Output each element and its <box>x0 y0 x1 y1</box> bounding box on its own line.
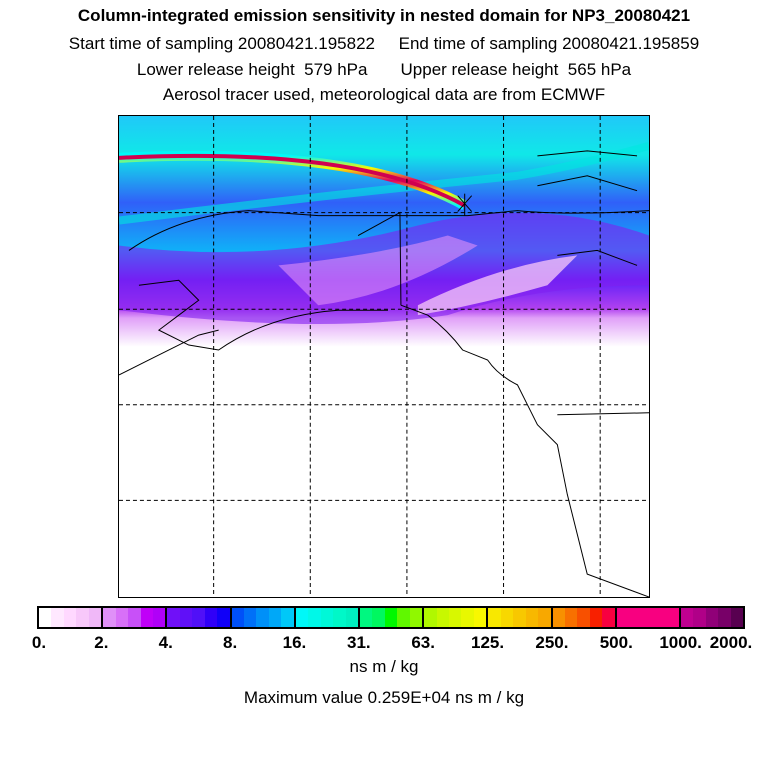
colorbar-cell <box>552 608 565 627</box>
light-band-east <box>417 255 578 316</box>
colorbar-segment <box>165 608 230 627</box>
colorbar-tick-label: 125. <box>470 633 505 652</box>
colorbar-segment <box>550 608 615 627</box>
colorbar-cell <box>88 608 102 627</box>
colorbar-tick-label: 4. <box>158 633 173 652</box>
colorbar-tick-label: 500. <box>599 633 633 652</box>
graticule <box>119 116 649 597</box>
colorbar-cell <box>680 608 694 627</box>
colorbar-segment <box>357 608 423 627</box>
plot-title: Column-integrated emission sensitivity i… <box>77 6 691 25</box>
sampling-time-line: Start time of sampling 20080421.195822 E… <box>68 34 700 53</box>
colorbar-cell <box>525 608 539 627</box>
colorbar-cell <box>718 608 731 627</box>
colorbar-tick-label: 1000. <box>659 633 702 652</box>
colorbar-tick-label: 8. <box>222 633 238 652</box>
maximum-value-label: Maximum value 0.259E+04 ns m / kg <box>243 688 525 707</box>
colorbar-segment <box>614 608 679 627</box>
colorbar-segment <box>678 608 744 627</box>
colorbar-cell <box>705 608 719 627</box>
colorbar-cell <box>51 608 64 627</box>
colorbar-cell <box>204 608 218 627</box>
colorbar-cell <box>179 608 193 627</box>
colorbar-cell <box>345 608 358 627</box>
colorbar-tick-label: 0. <box>31 633 47 652</box>
colorbar-cell <box>167 608 180 627</box>
colorbar-cell <box>577 608 590 627</box>
colorbar-cell <box>461 608 474 627</box>
colorbar-cell <box>602 608 615 627</box>
colorbar-segment <box>486 608 551 627</box>
colorbar-tick-label: 31. <box>346 633 371 652</box>
colorbar-cell <box>564 608 578 627</box>
colorbar-cell <box>152 608 166 627</box>
colorbar-cell <box>76 608 89 627</box>
colorbar-segment <box>422 608 487 627</box>
colorbar-cell <box>488 608 501 627</box>
colorbar <box>37 606 745 629</box>
colorbar-cell <box>436 608 449 627</box>
colorbar-tick-label: 250. <box>535 633 569 652</box>
colorbar-cell <box>513 608 526 627</box>
colorbar-unit: ns m / kg <box>349 657 419 676</box>
plume-core <box>119 153 466 208</box>
colorbar-cell <box>424 608 437 627</box>
colorbar-cell <box>295 608 309 627</box>
colorbar-tick-label: 16. <box>282 633 307 652</box>
colorbar-cell <box>641 608 654 627</box>
cyan-swirl <box>119 142 649 225</box>
colorbar-cell <box>140 608 153 627</box>
colorbar-cell <box>730 608 744 627</box>
colorbar-cell <box>409 608 423 627</box>
light-band <box>278 235 478 306</box>
colorbar-cell <box>281 608 294 627</box>
emission-sensitivity-map <box>118 115 650 598</box>
colorbar-cell <box>231 608 244 627</box>
colorbar-cell <box>397 608 410 627</box>
colorbar-segment <box>229 608 294 627</box>
colorbar-cell <box>473 608 487 627</box>
colorbar-cell <box>128 608 141 627</box>
colorbar-cell <box>333 608 346 627</box>
tracer-info-line: Aerosol tracer used, meteorological data… <box>162 85 606 104</box>
colorbar-tick-label: 2000. <box>709 633 753 652</box>
colorbar-cell <box>256 608 269 627</box>
colorbar-cell <box>589 608 603 627</box>
colorbar-cell <box>244 608 257 627</box>
colorbar-cell <box>372 608 385 627</box>
release-height-line: Lower release height 579 hPa Upper relea… <box>136 60 632 79</box>
release-point-marker <box>457 193 473 216</box>
colorbar-cell <box>39 608 52 627</box>
colorbar-cell <box>63 608 77 627</box>
colorbar-cell <box>666 608 679 627</box>
colorbar-cell <box>654 608 667 627</box>
colorbar-segment <box>293 608 358 627</box>
colorbar-cell <box>384 608 398 627</box>
colorbar-segment <box>39 608 102 627</box>
colorbar-cell <box>500 608 514 627</box>
colorbar-cell <box>217 608 230 627</box>
colorbar-cell <box>629 608 642 627</box>
sensitivity-field <box>119 116 649 597</box>
colorbar-tick-label: 2. <box>94 633 109 652</box>
colorbar-cell <box>693 608 706 627</box>
colorbar-cell <box>115 608 129 627</box>
colorbar-cell <box>449 608 462 627</box>
colorbar-cell <box>103 608 116 627</box>
coastlines <box>119 150 649 597</box>
colorbar-cell <box>320 608 334 627</box>
colorbar-tick-label: 63. <box>411 633 435 652</box>
colorbar-cell <box>616 608 630 627</box>
colorbar-cell <box>308 608 321 627</box>
colorbar-cell <box>192 608 205 627</box>
colorbar-segment <box>101 608 166 627</box>
colorbar-cell <box>268 608 282 627</box>
colorbar-cell <box>538 608 551 627</box>
colorbar-cell <box>359 608 373 627</box>
